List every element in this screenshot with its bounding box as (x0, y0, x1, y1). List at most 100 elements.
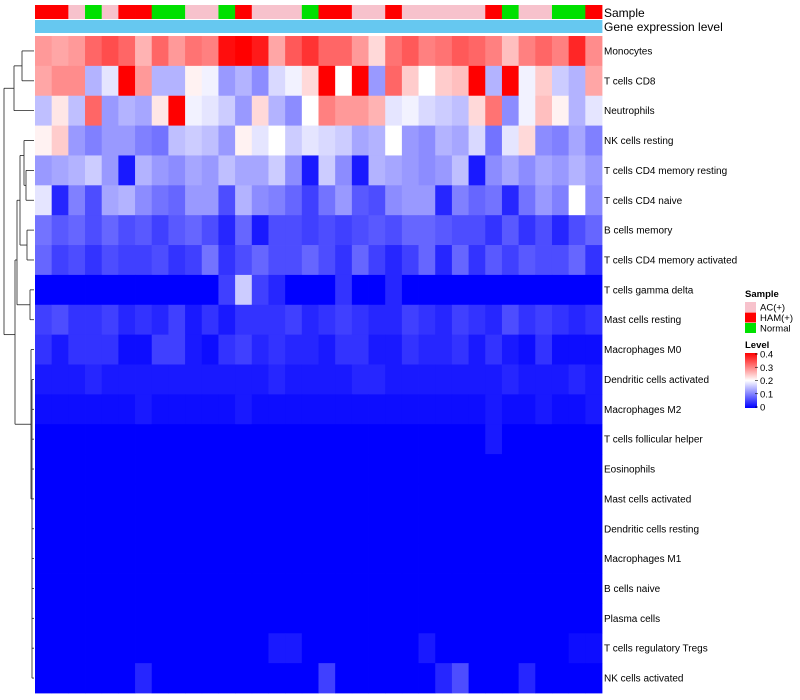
heatmap-cell (35, 603, 53, 634)
heatmap-cell (301, 304, 319, 336)
heatmap-cell (135, 245, 153, 276)
sample-annotation-cell (518, 5, 536, 19)
heatmap-cell (135, 95, 153, 126)
heatmap-cell (568, 274, 586, 306)
heatmap-cell (85, 394, 103, 425)
heatmap-cell (268, 633, 286, 664)
sample-legend-swatch (745, 323, 756, 333)
heatmap-cell (168, 65, 186, 97)
heatmap-cell (535, 633, 553, 664)
sample-legend-label: Normal (760, 324, 791, 335)
sample-annotation-cell (101, 5, 119, 19)
heatmap-cell (401, 36, 419, 67)
heatmap-cell (568, 36, 586, 67)
heatmap-cell (35, 334, 53, 365)
heatmap-cell (101, 304, 119, 336)
heatmap-cell (518, 573, 536, 604)
heatmap-cell (235, 65, 253, 97)
heatmap-cell (201, 483, 219, 515)
heatmap-cell (501, 185, 520, 216)
sample-annotation-cell (68, 5, 86, 19)
heatmap-cell (251, 394, 269, 425)
heatmap-cell (335, 364, 353, 395)
heatmap-cell (185, 36, 203, 67)
heatmap-cell (235, 394, 253, 425)
heatmap-cell (118, 454, 136, 485)
heatmap-cell (401, 334, 419, 365)
heatmap-cell (485, 513, 503, 545)
heatmap-cell (485, 36, 503, 67)
heatmap-cell (435, 245, 453, 276)
heatmap-cell (185, 185, 203, 216)
heatmap-cell (568, 603, 586, 634)
heatmap-cell (285, 125, 303, 156)
heatmap-cell (185, 65, 203, 97)
heatmap-cell (468, 394, 486, 425)
heatmap-cell (518, 633, 536, 664)
heatmap-cell (201, 573, 219, 604)
heatmap-cell (435, 125, 453, 156)
heatmap-cell (35, 454, 53, 485)
gene-expression-annotation-cell (385, 20, 403, 33)
heatmap-cell (368, 454, 386, 485)
heatmap-cell (85, 483, 103, 515)
heatmap-cell (268, 513, 286, 545)
heatmap-cell (85, 245, 103, 276)
heatmap-cell (201, 364, 219, 395)
heatmap-cell (485, 125, 503, 156)
sample-annotation-cell (318, 5, 336, 19)
heatmap-cell (535, 155, 553, 186)
heatmap-cell (285, 483, 303, 515)
heatmap-cell (585, 454, 603, 485)
heatmap-cell (318, 65, 336, 97)
heatmap-cell (468, 424, 486, 455)
heatmap-cell (368, 334, 386, 365)
heatmap-cell (535, 274, 553, 306)
heatmap-cell (268, 573, 286, 604)
sample-annotation-cell (51, 5, 69, 19)
heatmap-cell (51, 125, 69, 156)
heatmap-cell (51, 603, 69, 634)
heatmap-cell (135, 185, 153, 216)
heatmap-cell (335, 185, 353, 216)
heatmap-cell (535, 364, 553, 395)
heatmap-cell (518, 274, 536, 306)
heatmap-cell (518, 36, 536, 67)
heatmap-cell (418, 245, 436, 276)
heatmap-cell (201, 663, 219, 694)
heatmap-cell (451, 215, 469, 246)
heatmap-cell (101, 573, 119, 604)
heatmap-cell (151, 424, 169, 455)
heatmap-cell (535, 663, 553, 694)
heatmap-cell (185, 304, 203, 336)
heatmap-cell (268, 603, 286, 634)
row-label: NK cells resting (604, 136, 673, 147)
heatmap-cell (301, 334, 319, 365)
heatmap-cell (551, 424, 570, 455)
sample-annotation-cell (551, 5, 570, 19)
gene-expression-annotation-cell (101, 20, 119, 33)
heatmap-cell (268, 394, 286, 425)
level-color-bar (745, 353, 757, 408)
heatmap-cell (568, 245, 586, 276)
heatmap-cell (218, 334, 236, 365)
heatmap-cell (151, 394, 169, 425)
heatmap-cell (118, 663, 136, 694)
sample-annotation-label: Sample (604, 6, 645, 20)
heatmap-cell (201, 36, 219, 67)
heatmap-cell (85, 364, 103, 395)
sample-legend-swatch (745, 312, 756, 323)
heatmap-cell (551, 663, 570, 694)
heatmap-cell (501, 513, 520, 545)
heatmap-cell (401, 454, 419, 485)
heatmap-cell (168, 543, 186, 574)
heatmap-cell (251, 513, 269, 545)
heatmap-cell (101, 125, 119, 156)
heatmap-cell (151, 573, 169, 604)
heatmap-cell (285, 215, 303, 246)
heatmap-cell (435, 215, 453, 246)
heatmap-cell (501, 663, 520, 694)
heatmap-cell (451, 155, 469, 186)
gene-expression-annotation-cell (535, 20, 553, 33)
heatmap-cell (485, 633, 503, 664)
